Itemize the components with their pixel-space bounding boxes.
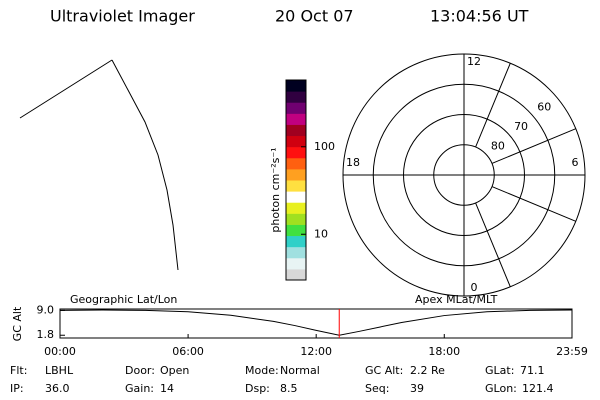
mlt-label: 0 [471, 281, 478, 294]
status-value: 14 [160, 382, 174, 395]
colorbar-tick-label: 100 [314, 140, 335, 153]
date: 20 Oct 07 [275, 7, 354, 26]
status-value: 2.2 Re [410, 364, 445, 377]
x-tick-label: 18:00 [428, 345, 460, 358]
colorbar-swatch [286, 80, 306, 92]
strip-right-label: Apex MLat/MLT [415, 293, 498, 306]
status-label: Gain: [125, 382, 154, 395]
status-label: GLat: [485, 364, 514, 377]
title: Ultraviolet Imager [50, 7, 195, 26]
status-label: Mode: [245, 364, 279, 377]
colorbar-swatch [286, 91, 306, 103]
colorbar-swatch [286, 157, 306, 170]
status-label: GLon: [485, 382, 517, 395]
colorbar-swatch [286, 146, 306, 159]
status-value: 71.1 [520, 364, 545, 377]
strip-frame [59, 308, 573, 339]
colorbar-swatch [286, 235, 306, 248]
colorbar-swatch [286, 224, 306, 237]
colorbar-swatch [286, 268, 306, 281]
colorbar-swatch [286, 202, 306, 214]
colorbar-swatch [286, 246, 306, 259]
status-label: Seq: [365, 382, 389, 395]
status-label: Dsp: [245, 382, 270, 395]
status-label: Door: [125, 364, 155, 377]
colorbar-swatch [286, 113, 306, 125]
colorbar-swatch [286, 102, 306, 114]
mlt-label: 12 [467, 55, 481, 68]
lat-label: 60 [537, 101, 551, 114]
colorbar-swatch [286, 257, 306, 270]
limb-line [19, 59, 113, 119]
status-value: Open [160, 364, 189, 377]
lat-label: 80 [491, 140, 505, 153]
colorbar-label: photon cm⁻²s⁻¹ [269, 147, 282, 232]
polar-diagonal [491, 186, 576, 222]
colorbar-swatch [286, 124, 306, 137]
status-label: GC Alt: [365, 364, 403, 377]
colorbar-swatch [286, 168, 306, 181]
colorbar-frame [285, 79, 307, 281]
status-value: Normal [280, 364, 320, 377]
colorbar-swatch [286, 135, 306, 148]
x-tick-label: 23:59 [556, 345, 588, 358]
colorbar-swatch [286, 213, 306, 225]
colorbar-swatch [286, 180, 306, 192]
y-tick-label: 9.0 [37, 303, 55, 316]
mlt-label: 6 [572, 156, 579, 169]
mlt-label: 18 [346, 156, 360, 169]
status-label: IP: [10, 382, 24, 395]
status-value: 39 [410, 382, 424, 395]
status-value: 36.0 [45, 382, 70, 395]
lat-label: 70 [514, 120, 528, 133]
limb-line [111, 59, 179, 271]
strip-ylabel: GC Alt [11, 306, 24, 341]
x-tick-label: 06:00 [172, 345, 204, 358]
strip-left-label: Geographic Lat/Lon [70, 293, 177, 306]
colorbar-tick-label: 10 [314, 227, 328, 240]
x-tick-label: 12:00 [300, 345, 332, 358]
x-tick-label: 00:00 [44, 345, 76, 358]
colorbar-swatch [286, 191, 306, 203]
status-value: 121.4 [522, 382, 554, 395]
y-tick-label: 1.8 [37, 328, 55, 341]
status-label: Flt: [10, 364, 27, 377]
altitude-line [59, 309, 573, 336]
time: 13:04:56 UT [430, 7, 529, 26]
polar-diagonal [475, 63, 511, 148]
polar-diagonal [475, 202, 511, 287]
status-value: LBHL [45, 364, 74, 377]
earth-limb-image [19, 59, 179, 271]
polar-diagonal [491, 128, 576, 164]
status-value: 8.5 [280, 382, 298, 395]
